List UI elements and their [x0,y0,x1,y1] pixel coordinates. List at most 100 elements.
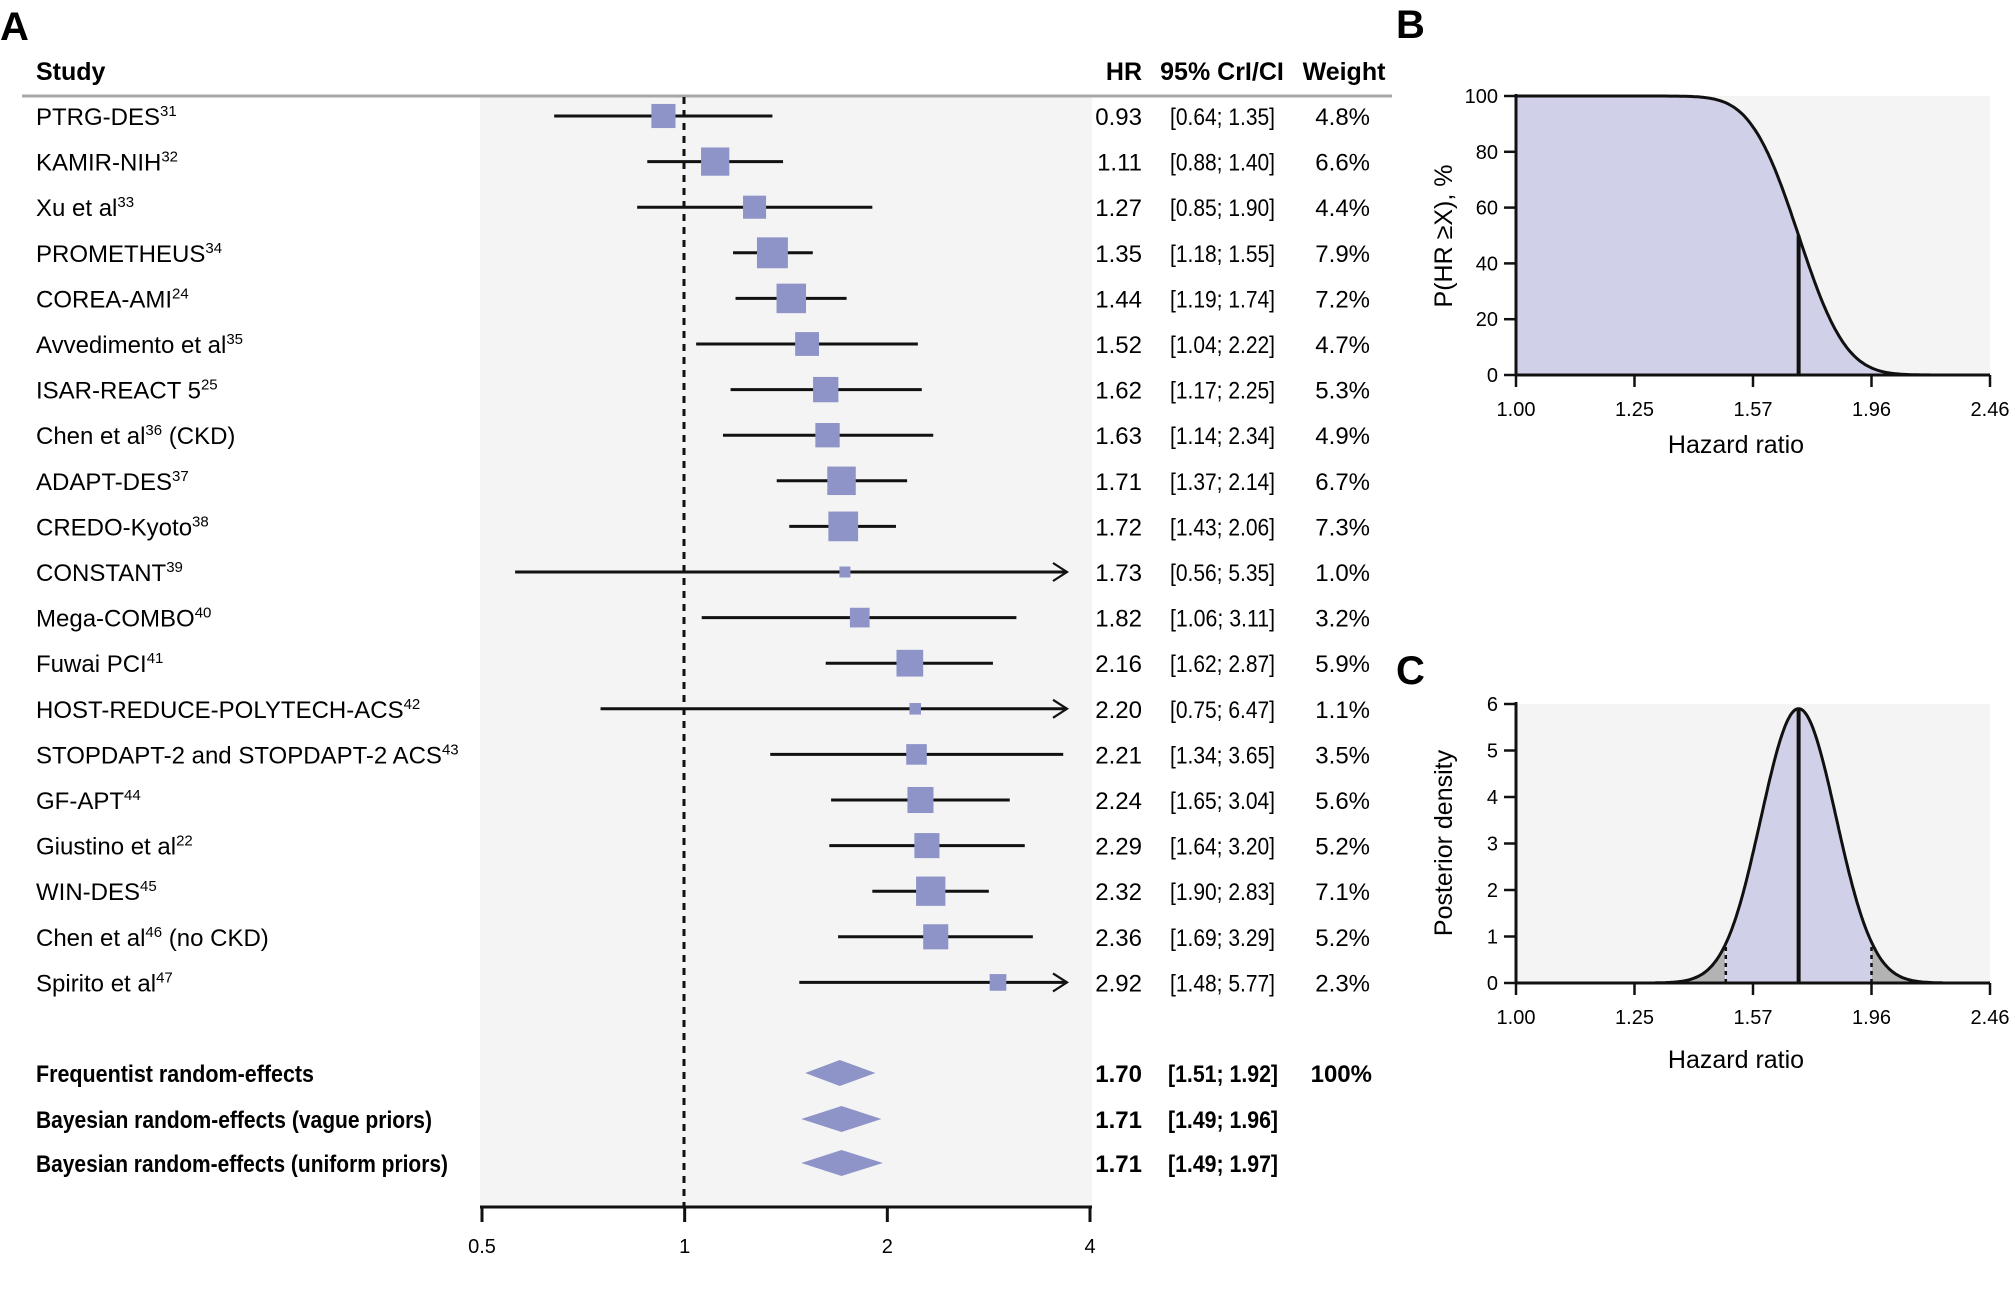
study-row: ISAR-REACT 525 1.62 [1.17; 2.25] 5.3% [36,377,1370,405]
study-name: ISAR-REACT 525 [36,377,218,405]
study-row: PROMETHEUS34 1.35 [1.18; 1.55] 7.9% [36,237,1370,269]
x-tick-label: 2.46 [1971,399,2009,421]
study-reference: 44 [124,787,141,804]
ci-arrow-icon [1052,562,1070,582]
study-row: ADAPT-DES37 1.71 [1.37; 2.14] 6.7% [36,466,1370,496]
x-axis-label-b: Hazard ratio [1668,431,1804,459]
x-tick-label: 1.25 [1615,1007,1654,1029]
y-tick-label: 0 [1487,365,1498,387]
ci-value: [0.75; 6.47] [1170,697,1275,724]
hr-value: 2.32 [1095,879,1142,906]
x-axis-label-c: Hazard ratio [1668,1046,1804,1074]
probability-axes: 1.00 1.25 1.57 1.96 2.46 0 20 40 60 80 100 [1465,86,2009,421]
point-estimate-square [839,566,851,578]
density-curve [1654,707,1943,985]
study-row: PTRG-DES31 0.93 [0.64; 1.35] 4.8% [36,103,1370,131]
study-row: Xu et al33 1.27 [0.85; 1.90] 4.4% [36,194,1370,222]
study-reference: 25 [201,377,218,394]
hr-value: 1.73 [1095,560,1142,587]
forest-x-axis: 0.5 1 2 4 [468,1205,1096,1258]
weight-value: 5.2% [1315,925,1370,952]
x-tick-label: 1.96 [1852,1007,1891,1029]
study-row: Chen et al46 (no CKD) 2.36 [1.69; 3.29] 5.2… [36,924,1370,952]
panel-label-b: B [1396,3,1425,47]
study-row: GF-APT44 2.24 [1.65; 3.04] 5.6% [36,786,1370,815]
panel-label-c: C [1396,649,1425,693]
hr-value: 1.82 [1095,606,1142,633]
study-reference: 45 [140,878,157,895]
study-name: Chen et al36 (CKD) [36,422,235,450]
study-name: CONSTANT39 [36,559,183,587]
ci-arrow-icon [1052,698,1070,719]
ci-value: [1.43; 2.06] [1170,514,1275,541]
x-tick-label: 1.00 [1497,399,1536,421]
weight-value: 1.0% [1315,560,1370,587]
column-header-study: Study [36,58,106,86]
study-name: ADAPT-DES37 [36,468,189,496]
point-estimate-square [701,147,730,176]
forest-plot-background [480,97,1092,1207]
study-name: Fuwai PCI41 [36,650,163,678]
hr-value: 2.92 [1095,970,1142,997]
y-tick-label: 0 [1487,973,1498,995]
study-reference: 31 [160,103,177,120]
pooled-method-name: Frequentist random-effects [36,1061,314,1088]
study-reference: 39 [166,559,183,576]
hr-value: 0.93 [1095,104,1142,131]
hr-value: 1.71 [1095,469,1142,496]
point-estimate-square [795,332,820,356]
ci-value: [0.56; 5.35] [1170,560,1275,587]
weight-value: 7.1% [1315,879,1370,906]
study-reference: 34 [205,240,222,257]
study-reference: 33 [117,194,134,211]
point-estimate-square [896,649,924,677]
study-reference: 37 [172,468,189,485]
weight-value: 5.2% [1315,834,1370,861]
weight-value: 4.9% [1315,423,1370,450]
x-tick-label: 1.25 [1615,399,1654,421]
x-tick-label: 1.00 [1497,1007,1536,1029]
ci-value: [1.17; 2.25] [1170,378,1275,405]
x-tick-label: 2.46 [1971,1007,2009,1029]
pooled-diamond [801,1150,883,1176]
column-header-ci: 95% CrI/CI [1160,58,1284,86]
y-axis-label-c: Posterior density [1430,749,1458,936]
x-tick-label: 1.96 [1852,399,1891,421]
hr-value: 1.27 [1095,195,1142,222]
study-reference: 43 [442,741,459,758]
column-header-weight: Weight [1303,58,1387,86]
study-reference: 36 [145,422,162,439]
weight-value: 3.2% [1315,606,1370,633]
hr-value: 2.29 [1095,834,1142,861]
x-tick-label: 2 [882,1236,893,1258]
weight-value: 5.3% [1315,378,1370,405]
probability-curve [1516,94,1944,377]
study-row: WIN-DES45 2.32 [1.90; 2.83] 7.1% [36,876,1370,906]
point-estimate-square [776,283,807,314]
hr-value: 2.24 [1095,788,1142,815]
hr-value: 1.62 [1095,378,1142,405]
study-name: KAMIR-NIH32 [36,149,178,177]
point-estimate-square [923,924,949,950]
hr-value: 1.72 [1095,514,1142,541]
study-name: Xu et al33 [36,194,134,222]
study-row: Avvedimento et al35 1.52 [1.04; 2.22] 4.7% [36,331,1370,359]
study-name: HOST-REDUCE-POLYTECH-ACS42 [36,696,420,724]
study-name: COREA-AMI24 [36,285,189,313]
study-name: WIN-DES45 [36,878,157,906]
y-tick-label: 100 [1465,86,1498,108]
ci-value: [1.64; 3.20] [1170,834,1275,861]
density-axes: 1.00 1.25 1.57 1.96 2.46 0 1 2 3 4 5 6 [1487,694,2009,1029]
point-estimate-square [651,103,676,129]
y-axis-label-b: P(HR ≥X), % [1430,165,1458,308]
hr-value: 2.36 [1095,925,1142,952]
ci-value: [1.04; 2.22] [1170,332,1275,359]
weight-value: 5.9% [1315,651,1370,678]
pooled-diamond [805,1060,876,1086]
x-tick-label: 1 [679,1236,690,1258]
pooled-diamond [801,1106,882,1132]
study-row: Chen et al36 (CKD) 1.63 [1.14; 2.34] 4.9% [36,422,1370,450]
pooled-hr-value: 1.71 [1095,1151,1142,1178]
study-name: Mega-COMBO40 [36,605,211,633]
y-tick-label: 1 [1487,927,1498,949]
